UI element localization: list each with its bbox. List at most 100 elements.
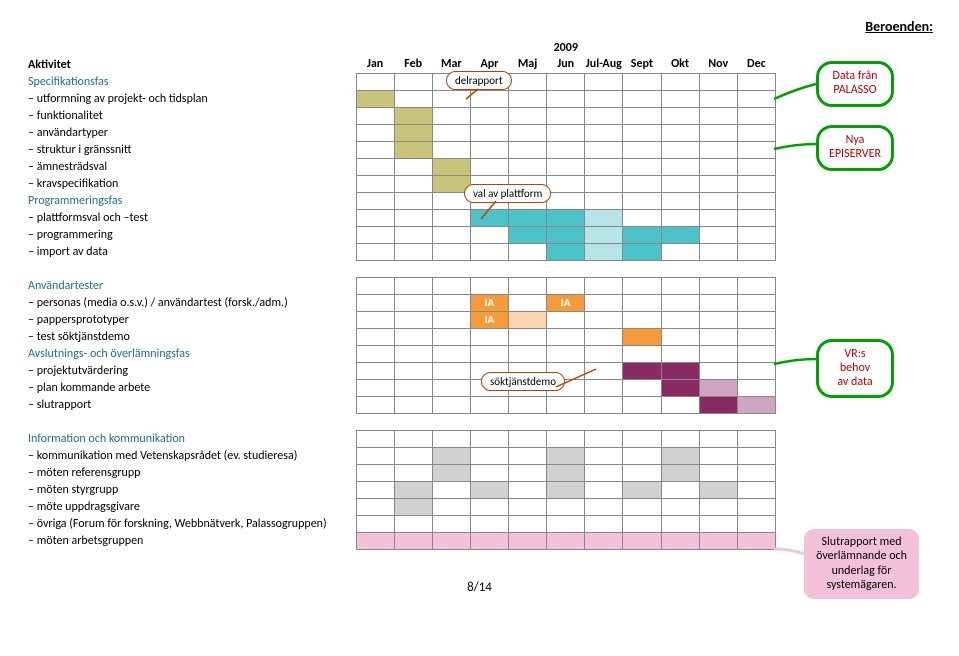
row-label: – möte uppdragsgivare [26,498,356,515]
page-number: 8/14 [26,580,933,595]
gantt-cell [737,124,775,141]
gantt-cell [699,277,737,294]
gantt-cell [699,107,737,124]
table-row: Information och kommunikation [26,430,776,447]
row-label: – kommunikation med Vetenskapsrådet (ev.… [26,447,356,464]
gantt-cell [356,515,394,532]
gantt-cell [661,175,699,192]
gantt-cell [356,379,394,396]
gantt-cell [737,464,775,481]
gantt-cell [699,124,737,141]
gantt-cell [623,311,661,328]
gantt-cell [432,464,470,481]
gantt-cell [509,243,547,260]
gantt-cell [661,345,699,362]
gantt-cell [356,158,394,175]
gantt-cell [699,515,737,532]
gantt-cell [394,73,432,90]
gantt-cell [623,464,661,481]
gantt-cell [623,328,661,345]
row-label [26,413,356,430]
gantt-cell [547,532,585,549]
gantt-cell [394,124,432,141]
gantt-cell [394,345,432,362]
gantt-cell [509,124,547,141]
row-label: – struktur i gränssnitt [26,141,356,158]
callout-plattform-text: val av plattform [473,187,542,200]
gantt-cell [661,447,699,464]
gantt-cell [547,277,585,294]
gantt-cell [432,396,470,413]
gantt-cell [394,192,432,209]
gantt-cell [509,345,547,362]
gantt-cell [394,294,432,311]
gantt-cell [661,396,699,413]
gantt-cell [509,226,547,243]
gantt-cell [623,379,661,396]
gantt-cell [661,141,699,158]
gantt-cell [585,294,623,311]
activity-header: Aktivitet [26,56,356,73]
gantt-cell [509,430,547,447]
gantt-cell [394,379,432,396]
table-row: – kravspecifikation [26,175,776,192]
gantt-cell [623,209,661,226]
gantt-cell [547,226,585,243]
table-row: – import av data [26,243,776,260]
gantt-cell [509,73,547,90]
callout-plattform: val av plattform [464,184,551,203]
callout-delrapport: delrapport [446,71,512,90]
gantt-cell [432,481,470,498]
gantt-cell [623,430,661,447]
gantt-table: 2009 Aktivitet Jan Feb Mar Apr Maj Jun J… [26,39,776,550]
gantt-cell [356,430,394,447]
gantt-cell [623,498,661,515]
gantt-cell [470,430,508,447]
gantt-cell [547,515,585,532]
gantt-cell [509,464,547,481]
gantt-cell [623,243,661,260]
gantt-cell [623,362,661,379]
gantt-cell [470,447,508,464]
gantt-cell [432,243,470,260]
bubble-palasso: Data från PALASSO [816,61,894,107]
gantt-cell [432,124,470,141]
gantt-cell [661,481,699,498]
gantt-cell [623,396,661,413]
gantt-cell [547,481,585,498]
gantt-cell [509,532,547,549]
gantt-cell [356,175,394,192]
gantt-cell [356,277,394,294]
gantt-cell [737,328,775,345]
dependencies-header: Beroenden: [26,18,933,35]
gantt-cell [356,328,394,345]
gantt-cell [699,311,737,328]
gantt-cell [509,90,547,107]
gantt-cell [737,532,775,549]
gantt-cell [470,345,508,362]
gantt-cell [623,73,661,90]
gantt-cell [394,175,432,192]
gantt-cell [661,498,699,515]
gantt-cell [509,141,547,158]
bubble-episerver-l2: EPISERVER [829,147,881,161]
gantt-cell [356,141,394,158]
gantt-cell [547,243,585,260]
gantt-cell [661,192,699,209]
gantt-cell [356,464,394,481]
gantt-cell [585,226,623,243]
month-okt: Okt [661,56,699,73]
gantt-cell: IA [547,294,585,311]
gantt-cell [699,158,737,175]
row-label: – funktionalitet [26,107,356,124]
row-label: – personas (media o.s.v.) / användartest… [26,294,356,311]
month-dec: Dec [737,56,775,73]
row-label: Specifikationsfas [26,73,356,90]
month-nov: Nov [699,56,737,73]
gantt-cell [470,124,508,141]
gantt-cell [699,209,737,226]
gantt-cell [509,447,547,464]
gantt-cell [394,481,432,498]
gantt-cell [737,430,775,447]
row-label: – programmering [26,226,356,243]
